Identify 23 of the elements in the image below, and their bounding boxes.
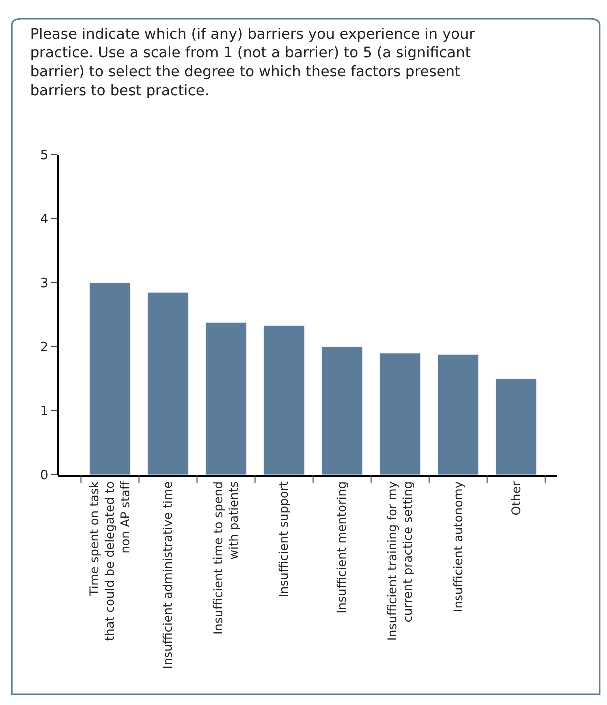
x-tick-label: Other bbox=[509, 481, 524, 516]
x-tick-label: Insufficient autonomy bbox=[451, 482, 466, 612]
bar bbox=[206, 322, 247, 475]
x-tick-label: Insufficient training for my current practice setting bbox=[385, 482, 416, 642]
bar bbox=[380, 353, 421, 475]
x-tick-label: Insufficient support bbox=[277, 481, 292, 598]
y-tick-label: 2 bbox=[40, 340, 49, 356]
x-tick-label: Time spent on task that could be delegated to non AP staff bbox=[88, 480, 133, 642]
bar bbox=[148, 292, 189, 475]
y-tick-label: 5 bbox=[40, 148, 49, 164]
x-tick-label: Insufficient administrative time bbox=[161, 482, 176, 670]
bar bbox=[496, 378, 537, 475]
y-tick-label: 1 bbox=[40, 404, 49, 420]
x-tick-label: Insufficient time to spend with patients bbox=[211, 482, 241, 635]
bar bbox=[322, 346, 363, 475]
x-tick-label: Insufficient mentoring bbox=[335, 482, 350, 614]
y-tick-label: 3 bbox=[40, 276, 49, 292]
bar bbox=[90, 282, 131, 475]
chart-title: Please indicate which (if any) barriers you experience in your practice. Use a scale from 1 (not a barrier) to 5 (a significant barrier) to select the degree to which these factors present barriers to best practice. bbox=[30, 26, 476, 100]
bar bbox=[264, 326, 305, 475]
y-tick-label: 4 bbox=[40, 212, 49, 228]
y-tick-label: 0 bbox=[40, 468, 49, 484]
bar bbox=[438, 354, 479, 475]
